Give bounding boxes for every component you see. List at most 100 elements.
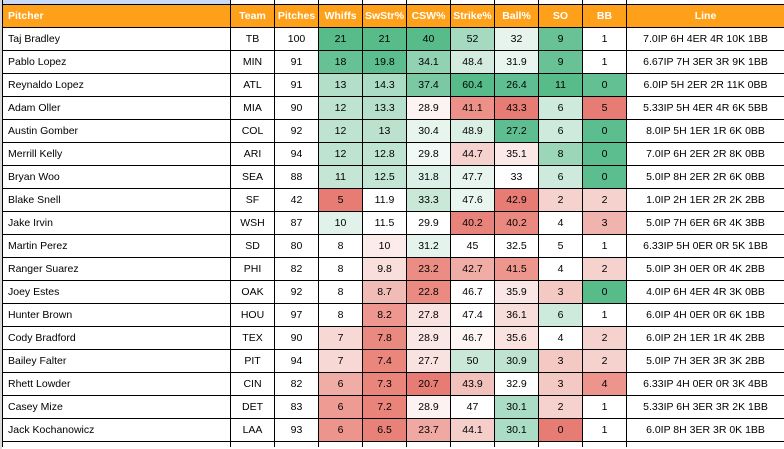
column-header-pitcher[interactable]: Pitcher — [2, 4, 231, 28]
column-header-bb[interactable]: BB — [582, 4, 627, 28]
cell-team[interactable]: TB — [230, 27, 275, 51]
cell-line[interactable]: 6.33IP 4H 0ER 0R 3K 4BB — [626, 372, 784, 396]
cell-pitcher[interactable]: Martin Perez — [2, 234, 231, 258]
cell-whiffs[interactable]: 7 — [318, 349, 363, 373]
cell-strike[interactable]: 43.9 — [450, 372, 495, 396]
cell-swstr[interactable]: 7.8 — [362, 326, 407, 350]
cell-bb[interactable]: 1 — [582, 303, 627, 327]
cell-pitcher[interactable]: Ranger Suarez — [2, 257, 231, 281]
cell-so[interactable]: 6 — [538, 165, 583, 189]
cell-so[interactable]: 8 — [538, 142, 583, 166]
column-header-csw[interactable]: CSW% — [406, 4, 451, 28]
cell-whiffs[interactable]: 8 — [318, 257, 363, 281]
cell-csw[interactable]: 27.7 — [406, 349, 451, 373]
cell-team[interactable]: ATL — [230, 73, 275, 97]
cell-whiffs[interactable]: 11 — [318, 165, 363, 189]
cell-team[interactable]: HOU — [230, 303, 275, 327]
cell-csw[interactable]: 23.2 — [406, 257, 451, 281]
cell-pitcher[interactable]: Adam Oller — [2, 96, 231, 120]
cell-swstr[interactable]: 7.3 — [362, 372, 407, 396]
cell-team[interactable]: CIN — [230, 372, 275, 396]
column-header-so[interactable]: SO — [538, 4, 583, 28]
cell-team[interactable]: SF — [230, 188, 275, 212]
cell-team[interactable]: ARI — [230, 142, 275, 166]
cell-line[interactable]: 1.0IP 2H 1ER 2R 2K 2BB — [626, 188, 784, 212]
cell-whiffs[interactable]: 12 — [318, 96, 363, 120]
cell-pitches[interactable]: 94 — [274, 349, 319, 373]
cell-line[interactable]: 7.0IP 6H 4ER 4R 10K 1BB — [626, 27, 784, 51]
cell-pitcher[interactable]: Austin Gomber — [2, 119, 231, 143]
cell-so[interactable]: 6 — [538, 303, 583, 327]
cell-whiffs[interactable]: 6 — [318, 418, 363, 442]
cell-bb[interactable]: 1 — [582, 27, 627, 51]
cell-so[interactable]: 3 — [538, 349, 583, 373]
cell-swstr[interactable]: 7.2 — [362, 395, 407, 419]
cell-ball[interactable]: 36.1 — [494, 303, 539, 327]
cell-line[interactable]: 6.33IP 5H 0ER 0R 5K 1BB — [626, 234, 784, 258]
cell-bb[interactable]: 1 — [582, 50, 627, 74]
column-header-whiffs[interactable]: Whiffs — [318, 4, 363, 28]
cell-ball[interactable]: 32.9 — [494, 372, 539, 396]
cell-csw[interactable]: 31.8 — [406, 165, 451, 189]
cell-so[interactable]: 4 — [538, 211, 583, 235]
cell-csw[interactable]: 22.8 — [406, 280, 451, 304]
cell-whiffs[interactable]: 6 — [318, 395, 363, 419]
cell-line[interactable]: 6.67IP 7H 3ER 3R 9K 1BB — [626, 50, 784, 74]
cell-csw[interactable]: 34.1 — [406, 50, 451, 74]
cell-strike[interactable]: 46.7 — [450, 280, 495, 304]
cell-strike[interactable]: 48.4 — [450, 50, 495, 74]
cell-so[interactable]: 0 — [538, 418, 583, 442]
cell-bb[interactable]: 0 — [582, 165, 627, 189]
cell-pitches[interactable]: 42 — [274, 188, 319, 212]
cell-ball[interactable]: 43.3 — [494, 96, 539, 120]
cell-pitches[interactable]: 80 — [274, 234, 319, 258]
cell-line[interactable]: 6.0IP 8H 3ER 3R 0K 1BB — [626, 418, 784, 442]
cell-bb[interactable]: 2 — [582, 349, 627, 373]
cell-team[interactable]: MIA — [230, 96, 275, 120]
column-header-team[interactable]: Team — [230, 4, 275, 28]
cell-whiffs[interactable]: 10 — [318, 211, 363, 235]
cell-strike[interactable]: 42.7 — [450, 257, 495, 281]
cell-csw[interactable]: 20.7 — [406, 372, 451, 396]
cell-strike[interactable]: 46.7 — [450, 326, 495, 350]
cell-so[interactable]: 9 — [538, 27, 583, 51]
cell-bb[interactable]: 2 — [582, 326, 627, 350]
cell-so[interactable]: 2 — [538, 188, 583, 212]
cell-strike[interactable]: 45 — [450, 234, 495, 258]
cell-strike[interactable]: 48.9 — [450, 119, 495, 143]
cell-line[interactable]: 5.33IP 6H 3ER 3R 2K 1BB — [626, 395, 784, 419]
cell-swstr[interactable]: 11.9 — [362, 188, 407, 212]
cell-strike[interactable]: 50 — [450, 349, 495, 373]
cell-pitcher[interactable]: Jack Kochanowicz — [2, 418, 231, 442]
cell-swstr[interactable]: 12.8 — [362, 142, 407, 166]
cell-so[interactable]: 9 — [538, 50, 583, 74]
cell-swstr[interactable]: 8.2 — [362, 303, 407, 327]
cell-csw[interactable]: 27.8 — [406, 303, 451, 327]
cell-swstr[interactable]: 8.7 — [362, 280, 407, 304]
cell-bb[interactable]: 2 — [582, 188, 627, 212]
cell-pitches[interactable]: 92 — [274, 119, 319, 143]
cell-bb[interactable]: 4 — [582, 372, 627, 396]
cell-whiffs[interactable]: 6 — [318, 372, 363, 396]
cell-swstr[interactable]: 13 — [362, 119, 407, 143]
cell-pitches[interactable]: 91 — [274, 73, 319, 97]
cell-line[interactable]: 5.0IP 7H 3ER 3R 3K 2BB — [626, 349, 784, 373]
cell-csw[interactable]: 23.7 — [406, 418, 451, 442]
cell-team[interactable]: LAA — [230, 418, 275, 442]
cell-bb[interactable]: 1 — [582, 395, 627, 419]
cell-csw[interactable]: 40 — [406, 27, 451, 51]
cell-team[interactable]: PHI — [230, 257, 275, 281]
cell-team[interactable]: COL — [230, 119, 275, 143]
cell-swstr[interactable]: 10 — [362, 234, 407, 258]
cell-ball[interactable]: 35.6 — [494, 326, 539, 350]
cell-pitcher[interactable]: Casey Mize — [2, 395, 231, 419]
cell-pitcher[interactable]: Taj Bradley — [2, 27, 231, 51]
cell-swstr[interactable]: 6.5 — [362, 418, 407, 442]
cell-ball[interactable]: 33 — [494, 165, 539, 189]
cell-whiffs[interactable]: 18 — [318, 50, 363, 74]
cell-line[interactable]: 6.0IP 5H 2ER 2R 11K 0BB — [626, 73, 784, 97]
cell-strike[interactable]: 44.7 — [450, 142, 495, 166]
cell-pitches[interactable]: 94 — [274, 142, 319, 166]
cell-pitches[interactable]: 90 — [274, 96, 319, 120]
cell-so[interactable]: 6 — [538, 119, 583, 143]
